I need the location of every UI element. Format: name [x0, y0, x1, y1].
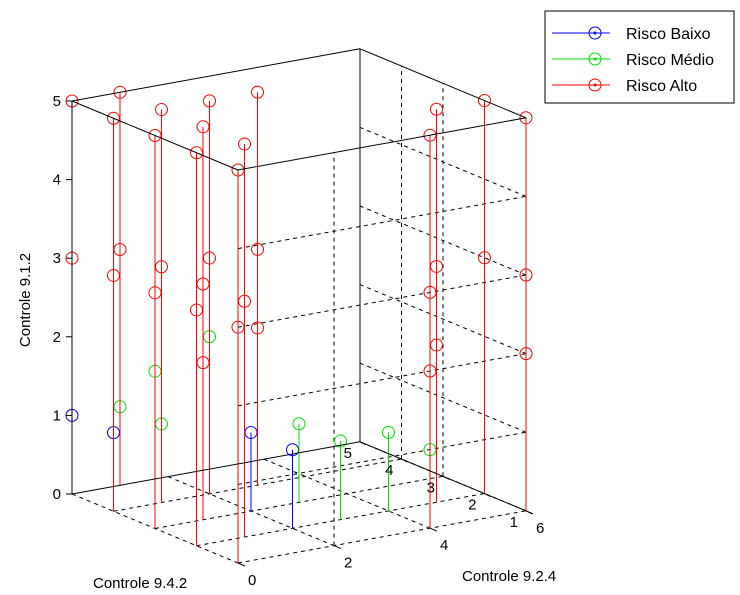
data-marker-series-2: [423, 128, 437, 142]
y-axis-line: [71, 441, 361, 495]
data-marker-series-2: [203, 94, 216, 108]
data-marker-series-2: [478, 251, 491, 265]
grid-line: [237, 195, 527, 250]
z-tick-label: 5: [53, 93, 61, 110]
y-tick-label: 2: [468, 497, 476, 514]
x-tick-label: 6: [536, 520, 544, 537]
data-marker-series-1: [334, 434, 347, 448]
data-marker-series-2: [519, 268, 533, 282]
z-tick-label: 4: [53, 172, 61, 189]
legend-dot-medium: [593, 57, 597, 61]
box-edge: [71, 48, 361, 102]
legend-label-medium: Risco Médio: [626, 52, 714, 69]
tick-labels: 0 1 2 3 4 5 1 2 3 4 5 0 2 4 6: [53, 93, 545, 589]
data-marker-series-2: [423, 285, 437, 299]
data-marker-series-2: [519, 347, 533, 361]
y-tick-mark: [401, 458, 408, 463]
axes-box: [66, 48, 534, 567]
legend-marker-medium: [588, 52, 602, 66]
data-marker-series-2: [155, 103, 168, 117]
y-tick-label: 5: [344, 445, 352, 462]
z-tick-label: 0: [53, 486, 61, 503]
grid-line: [359, 205, 527, 276]
data-marker-series-2: [251, 242, 264, 256]
x-tick-label: 2: [344, 555, 352, 572]
x-tick-mark: [237, 562, 246, 567]
data-marker-series-2: [196, 120, 210, 134]
legend-entry-medium: Risco Médio: [552, 52, 714, 69]
y-tick-label: 3: [427, 479, 435, 496]
y-tick-label: 4: [385, 462, 393, 479]
data-marker-series-2: [148, 129, 162, 142]
data-marker-series-2: [190, 146, 203, 160]
grid-line: [237, 510, 527, 564]
data-marker-series-2: [423, 364, 437, 378]
y-tick-label: 1: [510, 514, 518, 531]
data-marker-series-2: [113, 85, 127, 99]
y-tick-mark: [442, 475, 450, 480]
x-tick-label: 0: [248, 572, 256, 589]
z-tick-label: 2: [53, 329, 61, 346]
legend-box: [544, 10, 735, 104]
data-marker-series-1: [292, 417, 306, 431]
data-marker-series-2: [251, 321, 264, 335]
data-marker-series-1: [382, 425, 395, 439]
box-edge: [237, 117, 527, 171]
legend-label-high: Risco Alto: [626, 78, 697, 95]
data-marker-series-2: [148, 286, 162, 300]
legend-marker-high: [588, 78, 602, 92]
data-marker-series-2: [107, 111, 120, 125]
data-marker-series-2: [107, 268, 120, 282]
legend-dot-low: [593, 31, 597, 35]
y-axis-label: Controle 9.4.2: [93, 575, 187, 592]
data-marker-series-2: [251, 85, 264, 99]
data-marker-series-2: [190, 303, 203, 317]
x-tick-mark: [333, 545, 342, 550]
grid-line: [237, 431, 527, 485]
data-marker-series-2: [430, 102, 443, 116]
box-edge: [71, 100, 239, 171]
grid-line: [237, 353, 527, 407]
x-tick-mark: [525, 510, 534, 515]
grid-line: [359, 362, 527, 433]
legend-entry-low: Risco Baixo: [552, 26, 711, 43]
x-tick-mark: [429, 527, 438, 532]
z-axis-label: Controle 9.1.2: [17, 253, 34, 347]
x-axis-label: Controle 9.2.4: [462, 568, 556, 585]
z-tick-label: 1: [53, 407, 61, 424]
grid-line: [359, 284, 527, 355]
z-tick-label: 3: [53, 250, 61, 267]
grid-line: [359, 126, 527, 197]
y-tick-mark: [484, 493, 491, 497]
box-edge: [359, 48, 527, 119]
data-stems: [65, 85, 533, 563]
legend: Risco Baixo Risco Médio Risco Alto: [544, 10, 735, 104]
x-tick-label: 4: [440, 537, 448, 554]
data-marker-series-2: [231, 320, 245, 334]
legend-marker-low: [588, 26, 602, 40]
legend-entry-high: Risco Alto: [552, 78, 697, 95]
data-marker-series-2: [238, 137, 251, 151]
data-marker-series-2: [231, 163, 245, 177]
legend-label-low: Risco Baixo: [626, 26, 711, 43]
y-tick-mark: [359, 441, 367, 446]
data-marker-series-2: [478, 94, 491, 108]
grid-line: [237, 274, 527, 328]
data-marker-series-2: [519, 111, 533, 125]
legend-dot-high: [593, 83, 597, 87]
